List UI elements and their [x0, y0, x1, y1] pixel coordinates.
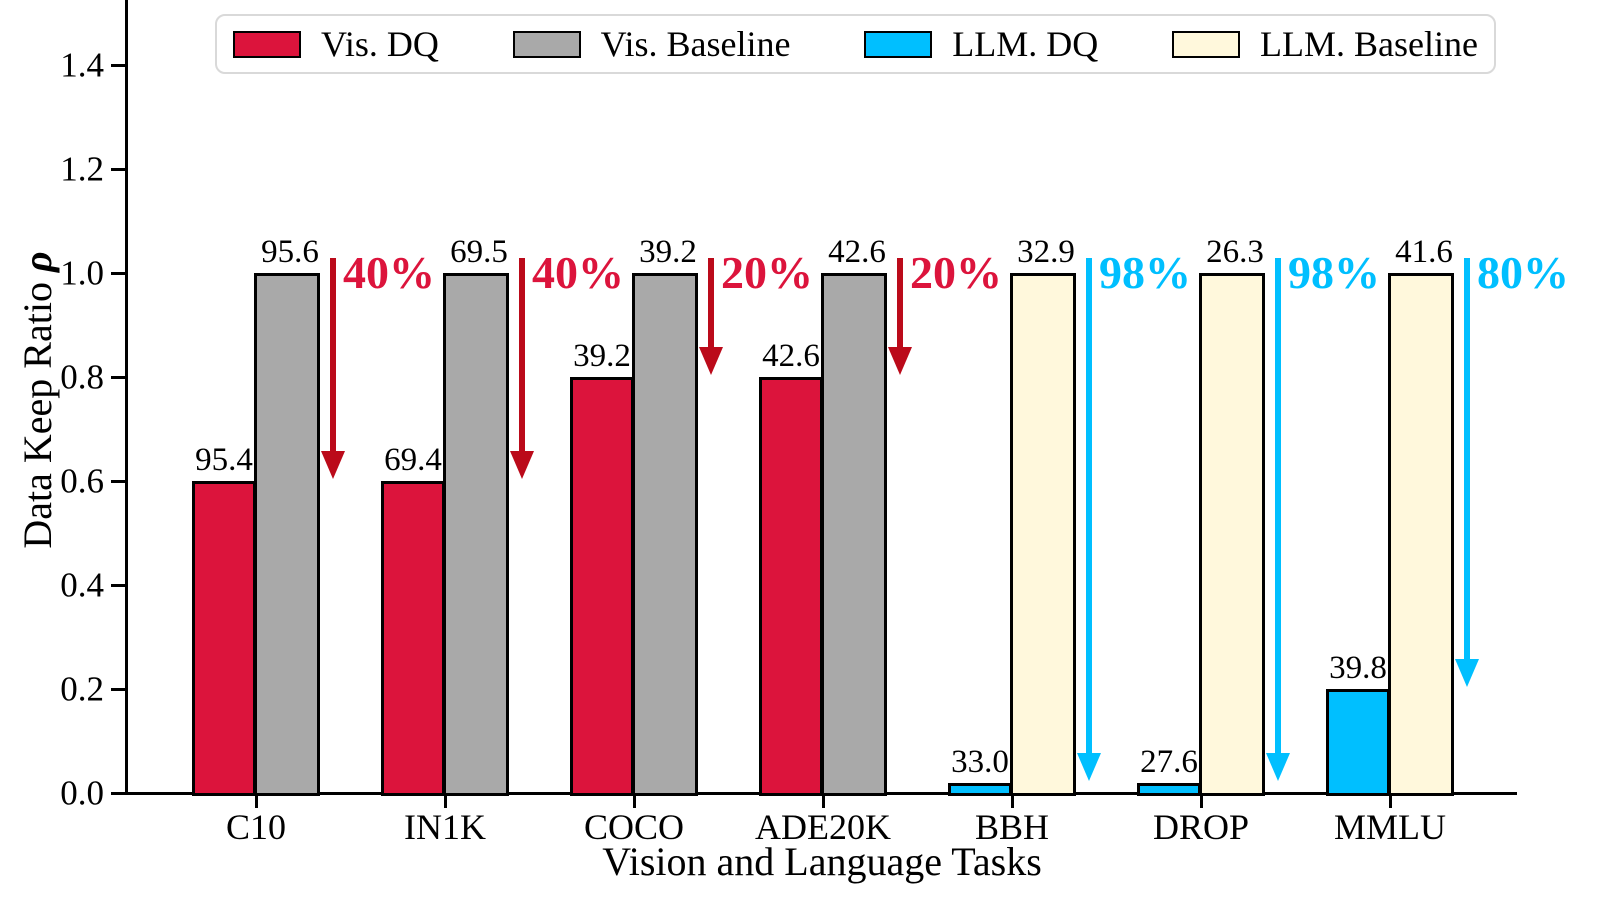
reduction-annotation: 80%	[1477, 247, 1569, 298]
down-arrow-head	[1455, 659, 1479, 687]
y-tick-mark	[111, 687, 125, 691]
down-arrow-head	[1266, 752, 1290, 781]
bar-value-label-dq: 39.8	[1329, 650, 1387, 686]
legend-swatch-vis-dq	[233, 30, 301, 58]
legend-item-vis-baseline: Vis. Baseline	[512, 24, 791, 64]
x-tick-label-ade20k: ADE20K	[755, 807, 891, 847]
bar-vision-baseline	[632, 273, 698, 796]
y-tick-mark	[111, 375, 125, 379]
legend-swatch-llm-baseline	[1172, 30, 1241, 58]
y-tick-label: 0.2	[60, 669, 104, 709]
bar-llm-baseline	[1199, 273, 1265, 796]
y-tick-label: 0.6	[60, 461, 104, 501]
bar-value-label-dq: 33.0	[951, 743, 1009, 780]
y-tick-mark	[111, 583, 125, 587]
bar-value-label-dq: 95.4	[195, 442, 253, 478]
y-tick-mark	[111, 167, 125, 171]
legend-label-llm-dq: LLM. DQ	[952, 24, 1099, 64]
x-tick-label-drop: DROP	[1152, 807, 1250, 847]
y-tick-mark	[111, 63, 125, 67]
x-tick-mark	[821, 795, 825, 808]
x-tick-label-mmlu: MMLU	[1333, 807, 1447, 847]
bar-value-label-dq: 27.6	[1140, 743, 1198, 780]
down-arrow-shaft	[330, 258, 336, 453]
y-tick-label: 1.0	[60, 253, 104, 293]
bar-llm-dq	[948, 782, 1012, 796]
y-axis-title-text: Data Keep Ratio	[15, 272, 60, 549]
y-tick-label: 1.4	[60, 45, 104, 85]
bar-vision-baseline	[443, 273, 509, 796]
x-tick-mark	[1199, 795, 1203, 808]
reduction-annotation: 20%	[721, 247, 813, 298]
down-arrow-shaft	[1464, 258, 1470, 661]
down-arrow-head	[699, 347, 723, 375]
x-tick-mark	[443, 795, 447, 808]
bar-llm-dq	[1137, 782, 1201, 796]
legend-swatch-llm-dq	[864, 30, 933, 58]
down-arrow-head	[1077, 752, 1101, 781]
down-arrow-head	[321, 451, 345, 479]
reduction-annotation: 20%	[910, 247, 1002, 298]
y-tick-mark	[111, 791, 125, 795]
legend-label-vis-dq: Vis. DQ	[321, 24, 439, 64]
y-tick-mark	[111, 271, 125, 275]
bar-vision-baseline	[254, 273, 320, 796]
x-tick-mark	[254, 795, 258, 808]
bar-value-label-baseline: 32.9	[1017, 234, 1075, 270]
bar-vision-baseline	[821, 273, 887, 796]
bar-vision-dq	[759, 377, 823, 796]
reduction-annotation: 98%	[1099, 247, 1191, 298]
y-tick-label: 0.0	[60, 773, 104, 813]
bar-llm-dq	[1326, 689, 1390, 796]
legend: Vis. DQ Vis. Baseline LLM. DQ LLM. Baseline	[215, 14, 1496, 74]
y-axis-spine	[125, 0, 128, 795]
bar-value-label-dq: 42.6	[762, 338, 820, 374]
x-tick-label-in1k: IN1K	[404, 807, 486, 847]
legend-label-vis-baseline: Vis. Baseline	[600, 24, 791, 64]
bar-value-label-baseline: 42.6	[828, 234, 886, 270]
down-arrow-shaft	[1086, 258, 1092, 755]
bar-value-label-baseline: 95.6	[261, 234, 319, 270]
x-tick-label-coco: COCO	[583, 807, 685, 847]
bar-vision-dq	[570, 377, 634, 796]
x-tick-label-bbh: BBH	[974, 807, 1050, 847]
legend-swatch-vis-baseline	[512, 30, 581, 58]
down-arrow-shaft	[1275, 258, 1281, 755]
reduction-annotation: 40%	[343, 247, 435, 298]
legend-label-llm-baseline: LLM. Baseline	[1260, 24, 1478, 64]
x-axis-title: Vision and Language Tasks	[602, 839, 1042, 884]
down-arrow-shaft	[708, 258, 714, 349]
bar-value-label-baseline: 26.3	[1206, 234, 1264, 270]
y-tick-label: 0.4	[60, 565, 104, 605]
bar-value-label-baseline: 39.2	[639, 234, 697, 270]
down-arrow-shaft	[897, 258, 903, 349]
y-tick-mark	[111, 479, 125, 483]
x-tick-mark	[632, 795, 636, 808]
bar-vision-dq	[192, 481, 256, 796]
bar-vision-dq	[381, 481, 445, 796]
bar-value-label-baseline: 41.6	[1395, 234, 1453, 270]
reduction-annotation: 98%	[1288, 247, 1380, 298]
legend-item-llm-baseline: LLM. Baseline	[1172, 26, 1478, 62]
bar-value-label-baseline: 69.5	[450, 234, 508, 270]
down-arrow-head	[510, 451, 534, 479]
y-tick-label: 0.8	[60, 357, 104, 397]
x-tick-mark	[1388, 795, 1392, 808]
x-tick-mark	[1010, 795, 1014, 808]
x-tick-label-c10: C10	[225, 807, 287, 847]
legend-item-vis-dq: Vis. DQ	[233, 26, 439, 62]
legend-item-llm-dq: LLM. DQ	[864, 26, 1098, 62]
bar-llm-baseline	[1010, 273, 1076, 796]
bar-value-label-dq: 39.2	[573, 338, 631, 374]
bar-llm-baseline	[1388, 273, 1454, 796]
y-tick-label: 1.2	[60, 149, 104, 189]
down-arrow-head	[888, 347, 912, 375]
reduction-annotation: 40%	[532, 247, 624, 298]
down-arrow-shaft	[519, 258, 525, 453]
bar-value-label-dq: 69.4	[384, 442, 442, 478]
